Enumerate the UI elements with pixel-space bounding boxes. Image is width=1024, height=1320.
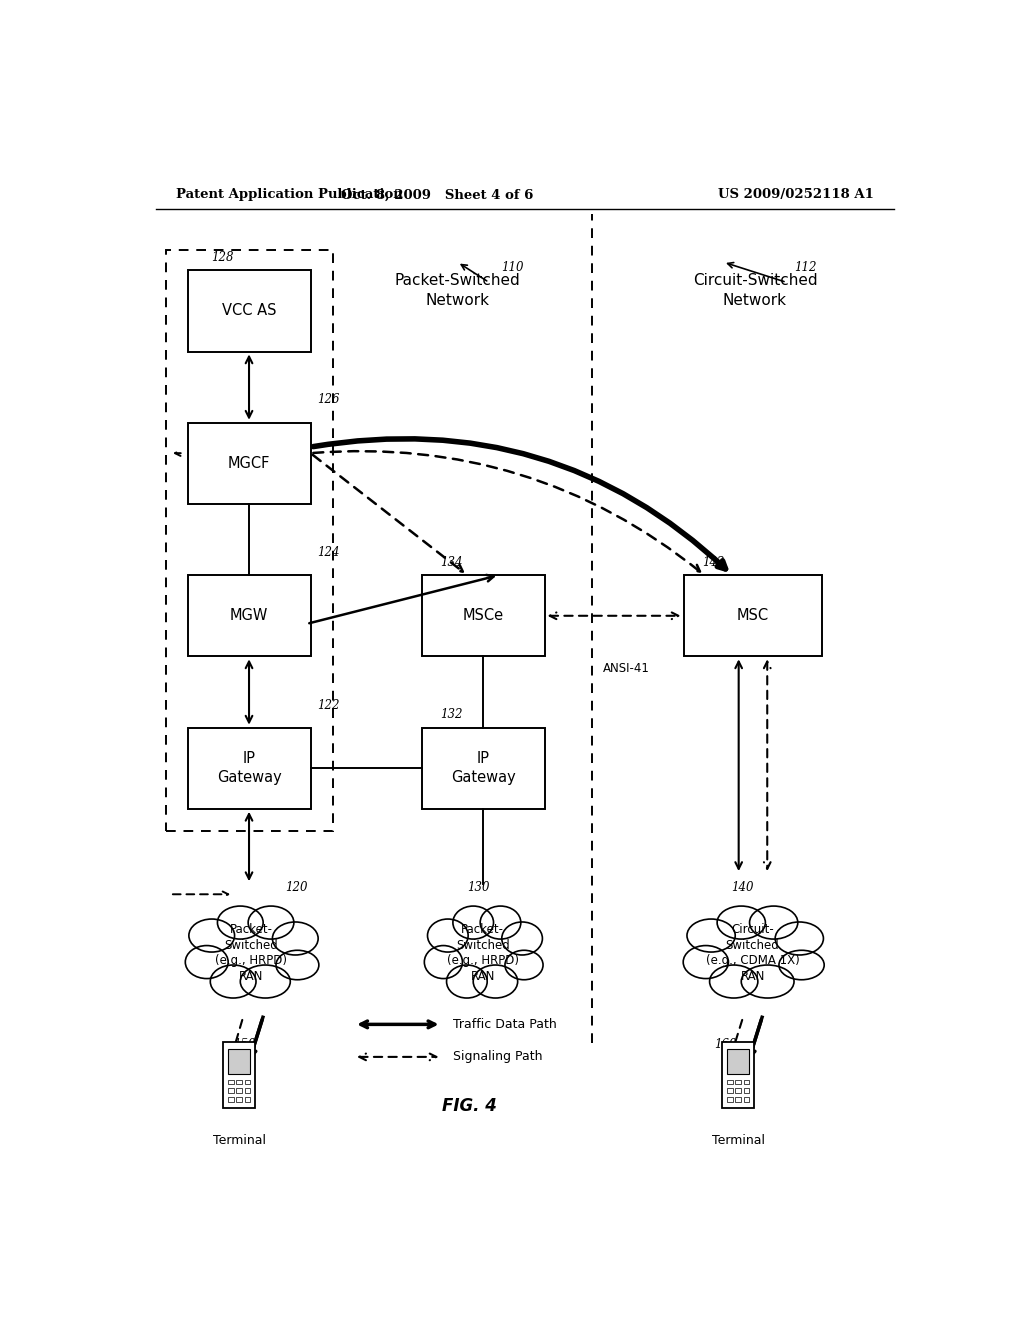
Ellipse shape	[424, 945, 463, 978]
Text: Patent Application Publication: Patent Application Publication	[176, 189, 402, 202]
Ellipse shape	[276, 950, 318, 979]
Ellipse shape	[505, 950, 543, 979]
Ellipse shape	[750, 906, 798, 939]
Ellipse shape	[210, 965, 256, 998]
Ellipse shape	[453, 906, 494, 939]
Ellipse shape	[687, 919, 735, 952]
Ellipse shape	[775, 921, 823, 954]
Ellipse shape	[473, 965, 518, 998]
Bar	[245, 1097, 250, 1102]
Bar	[735, 1089, 741, 1093]
Bar	[727, 1097, 733, 1102]
Bar	[735, 1097, 741, 1102]
Bar	[228, 1080, 233, 1085]
Ellipse shape	[446, 965, 487, 998]
Ellipse shape	[741, 965, 794, 998]
Ellipse shape	[502, 921, 543, 954]
Text: 132: 132	[440, 709, 463, 722]
Bar	[727, 1049, 750, 1074]
Text: VCC AS: VCC AS	[222, 304, 276, 318]
Text: Packet-Switched
Network: Packet-Switched Network	[394, 273, 520, 308]
Bar	[743, 1080, 750, 1085]
Text: Signaling Path: Signaling Path	[454, 1051, 543, 1064]
Bar	[727, 1089, 733, 1093]
Text: 124: 124	[316, 546, 339, 558]
Ellipse shape	[710, 965, 758, 998]
Bar	[237, 1089, 242, 1093]
Text: 134: 134	[440, 556, 463, 569]
Ellipse shape	[480, 906, 521, 939]
Bar	[228, 1049, 250, 1074]
Text: 120: 120	[285, 882, 307, 894]
Bar	[237, 1080, 242, 1085]
Text: Terminal: Terminal	[712, 1134, 765, 1147]
Bar	[187, 727, 310, 809]
Text: MGCF: MGCF	[227, 455, 270, 471]
Text: Packet-
Switched
(e.g., HRPD)
RAN: Packet- Switched (e.g., HRPD) RAN	[446, 924, 519, 983]
Ellipse shape	[779, 950, 824, 979]
Bar	[422, 727, 545, 809]
Text: 126: 126	[316, 393, 339, 407]
Bar	[722, 1043, 754, 1109]
Bar	[228, 1089, 233, 1093]
Bar	[684, 576, 822, 656]
Text: 122: 122	[316, 700, 339, 713]
Bar	[743, 1097, 750, 1102]
Text: 128: 128	[211, 251, 233, 264]
Text: Oct. 8, 2009   Sheet 4 of 6: Oct. 8, 2009 Sheet 4 of 6	[341, 189, 534, 202]
Bar	[228, 1097, 233, 1102]
Ellipse shape	[272, 921, 318, 954]
Text: MGW: MGW	[229, 609, 268, 623]
Ellipse shape	[427, 919, 468, 952]
Bar	[187, 576, 310, 656]
Bar	[187, 422, 310, 504]
Text: 112: 112	[795, 261, 817, 275]
Ellipse shape	[185, 945, 228, 978]
Text: 150: 150	[232, 1038, 255, 1051]
Text: 130: 130	[468, 882, 490, 894]
Bar	[237, 1097, 242, 1102]
Bar	[735, 1080, 741, 1085]
Ellipse shape	[683, 945, 728, 978]
Text: ANSI-41: ANSI-41	[603, 663, 650, 675]
Bar	[166, 249, 333, 832]
Text: US 2009/0252118 A1: US 2009/0252118 A1	[718, 189, 873, 202]
Text: IP
Gateway: IP Gateway	[451, 751, 515, 785]
Ellipse shape	[188, 919, 234, 952]
Text: IP
Gateway: IP Gateway	[217, 751, 282, 785]
Ellipse shape	[241, 965, 290, 998]
Bar	[223, 1043, 255, 1109]
Ellipse shape	[717, 906, 765, 939]
Text: FIG. 4: FIG. 4	[441, 1097, 497, 1114]
Text: Terminal: Terminal	[213, 1134, 265, 1147]
Text: Traffic Data Path: Traffic Data Path	[454, 1018, 557, 1031]
Text: 140: 140	[731, 882, 754, 894]
Bar	[422, 576, 545, 656]
Text: Circuit-
Switched
(e.g., CDMA 1X)
RAN: Circuit- Switched (e.g., CDMA 1X) RAN	[706, 924, 800, 983]
Text: MSC: MSC	[737, 609, 769, 623]
Text: 142: 142	[702, 556, 725, 569]
Text: Circuit-Switched
Network: Circuit-Switched Network	[692, 273, 817, 308]
Ellipse shape	[217, 906, 263, 939]
Text: 160: 160	[714, 1038, 736, 1051]
Text: Packet-
Switched
(e.g., HRPD)
RAN: Packet- Switched (e.g., HRPD) RAN	[215, 924, 287, 983]
Bar	[727, 1080, 733, 1085]
Text: 110: 110	[501, 261, 523, 275]
Ellipse shape	[248, 906, 294, 939]
Bar	[187, 271, 310, 351]
Text: MSCe: MSCe	[463, 609, 504, 623]
Bar	[245, 1080, 250, 1085]
Bar	[743, 1089, 750, 1093]
Bar	[245, 1089, 250, 1093]
